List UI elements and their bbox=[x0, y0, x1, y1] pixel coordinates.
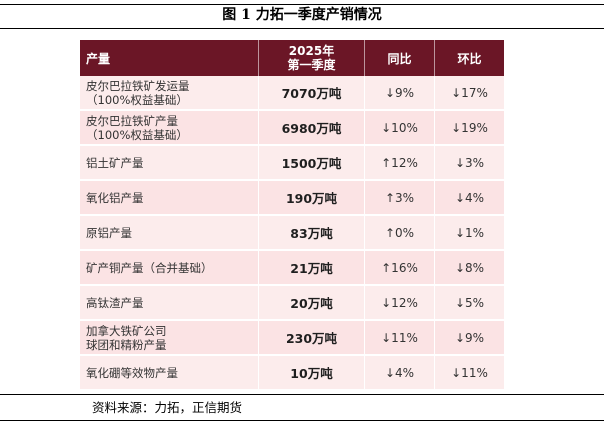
row-name: 铝土矿产量 bbox=[86, 155, 144, 170]
header-yoy: 同比 bbox=[364, 40, 434, 76]
row-qoq: ↓8% bbox=[434, 251, 504, 284]
row-value: 1500万吨 bbox=[258, 146, 364, 179]
source-note: 资料来源：力拓，正信期货 bbox=[92, 400, 243, 415]
row-name: 皮尔巴拉铁矿发运量 （100%权益基础） bbox=[86, 78, 190, 107]
row-name: 高钛渣产量 bbox=[86, 295, 144, 310]
row-yoy: ↓9% bbox=[364, 76, 434, 109]
row-name: 氧化硼等效物产量 bbox=[86, 365, 178, 380]
row-qoq: ↓11% bbox=[434, 356, 504, 389]
row-value: 7070万吨 bbox=[258, 76, 364, 109]
row-qoq: ↓19% bbox=[434, 111, 504, 144]
row-qoq: ↓4% bbox=[434, 181, 504, 214]
header-qoq: 环比 bbox=[434, 40, 504, 76]
table-row: 皮尔巴拉铁矿产量 （100%权益基础） 6980万吨 ↓10% ↓19% bbox=[80, 111, 504, 146]
row-yoy: ↑12% bbox=[364, 146, 434, 179]
row-yoy: ↓4% bbox=[364, 356, 434, 389]
table-row: 氧化硼等效物产量 10万吨 ↓4% ↓11% bbox=[80, 356, 504, 391]
table-row: 原铝产量 83万吨 ↑0% ↓1% bbox=[80, 216, 504, 251]
row-yoy: ↑3% bbox=[364, 181, 434, 214]
row-value: 6980万吨 bbox=[258, 111, 364, 144]
top-rule bbox=[0, 4, 604, 5]
table-header: 产量 2025年 第一季度 同比 环比 bbox=[80, 40, 504, 76]
row-yoy: ↓10% bbox=[364, 111, 434, 144]
row-qoq: ↓3% bbox=[434, 146, 504, 179]
table-row: 加拿大铁矿公司 球团和精粉产量 230万吨 ↓11% ↓9% bbox=[80, 321, 504, 356]
table-body: 皮尔巴拉铁矿发运量 （100%权益基础） 7070万吨 ↓9% ↓17% 皮尔巴… bbox=[80, 76, 504, 391]
title-rule bbox=[0, 28, 604, 29]
row-yoy: ↓11% bbox=[364, 321, 434, 354]
table-row: 皮尔巴拉铁矿发运量 （100%权益基础） 7070万吨 ↓9% ↓17% bbox=[80, 76, 504, 111]
table-row: 矿产铜产量（合并基础） 21万吨 ↑16% ↓8% bbox=[80, 251, 504, 286]
row-name: 原铝产量 bbox=[86, 225, 132, 240]
source-top-rule bbox=[0, 394, 604, 395]
table-row: 氧化铝产量 190万吨 ↑3% ↓4% bbox=[80, 181, 504, 216]
row-value: 230万吨 bbox=[258, 321, 364, 354]
row-name: 氧化铝产量 bbox=[86, 190, 144, 205]
header-value-line2: 第一季度 bbox=[287, 58, 336, 72]
row-value: 20万吨 bbox=[258, 286, 364, 319]
production-table: 产量 2025年 第一季度 同比 环比 皮尔巴拉铁矿发运量 （100%权益基础）… bbox=[80, 40, 504, 391]
row-qoq: ↓1% bbox=[434, 216, 504, 249]
row-qoq: ↓9% bbox=[434, 321, 504, 354]
row-name: 矿产铜产量（合并基础） bbox=[86, 260, 213, 275]
figure-title: 图 1 力拓一季度产销情况 bbox=[222, 7, 382, 23]
header-value: 2025年 第一季度 bbox=[258, 40, 364, 76]
row-name: 皮尔巴拉铁矿产量 （100%权益基础） bbox=[86, 113, 188, 142]
row-yoy: ↑16% bbox=[364, 251, 434, 284]
table-row: 高钛渣产量 20万吨 ↓12% ↓5% bbox=[80, 286, 504, 321]
row-value: 21万吨 bbox=[258, 251, 364, 284]
row-qoq: ↓5% bbox=[434, 286, 504, 319]
row-value: 10万吨 bbox=[258, 356, 364, 389]
header-value-line1: 2025年 bbox=[288, 44, 335, 58]
table-row: 铝土矿产量 1500万吨 ↑12% ↓3% bbox=[80, 146, 504, 181]
row-yoy: ↑0% bbox=[364, 216, 434, 249]
row-qoq: ↓17% bbox=[434, 76, 504, 109]
row-value: 190万吨 bbox=[258, 181, 364, 214]
bottom-rule bbox=[0, 420, 604, 421]
row-name: 加拿大铁矿公司 球团和精粉产量 bbox=[86, 323, 167, 352]
header-name: 产量 bbox=[86, 51, 111, 66]
row-yoy: ↓12% bbox=[364, 286, 434, 319]
row-value: 83万吨 bbox=[258, 216, 364, 249]
